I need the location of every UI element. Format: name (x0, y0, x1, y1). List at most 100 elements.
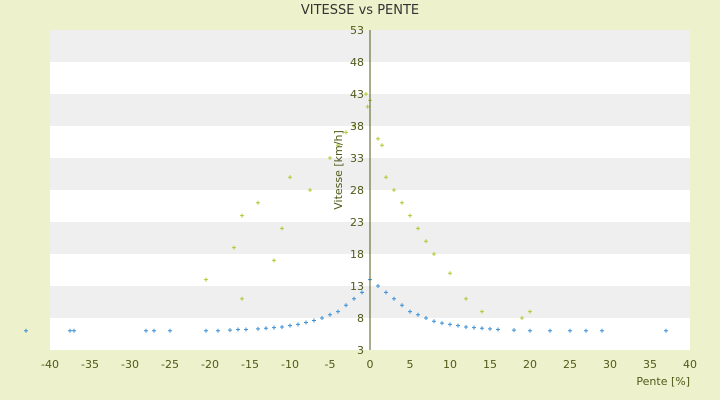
data-point-secondary (272, 258, 276, 263)
data-point-secondary (288, 175, 292, 180)
data-point-primary (24, 328, 28, 333)
data-point-primary (228, 328, 232, 333)
data-point-secondary (376, 136, 380, 141)
data-point-primary (416, 312, 420, 317)
y-axis-title: Vitesse [km/h] (332, 130, 345, 210)
x-tick-label: 25 (563, 358, 577, 371)
y-tick-label: 53 (350, 24, 364, 37)
data-point-secondary (232, 245, 236, 250)
data-point-primary (424, 316, 428, 320)
data-point-secondary (240, 296, 244, 301)
data-point-primary (244, 327, 248, 332)
data-point-secondary (416, 226, 420, 231)
data-point-primary (272, 325, 276, 330)
data-point-primary (296, 322, 300, 327)
data-point-secondary (464, 296, 468, 301)
data-point-primary (480, 326, 484, 331)
x-tick-label: 40 (683, 358, 697, 371)
data-point-primary (440, 321, 444, 326)
data-point-secondary (280, 226, 284, 231)
x-tick-label: -40 (41, 358, 59, 371)
y-tick-label: 18 (350, 248, 364, 261)
data-point-primary (264, 326, 268, 331)
data-point-primary (168, 328, 172, 333)
data-point-primary (360, 290, 364, 295)
data-point-primary (384, 290, 388, 295)
data-point-primary (236, 327, 240, 332)
y-tick-label: 13 (350, 280, 364, 293)
data-point-primary (328, 312, 332, 317)
data-point-primary (344, 303, 348, 308)
data-point-primary (256, 326, 260, 331)
y-tick-label: 3 (357, 344, 364, 357)
data-point-secondary (364, 92, 368, 96)
data-point-secondary (256, 200, 260, 205)
data-point-secondary (352, 124, 356, 128)
data-point-primary (336, 309, 340, 314)
x-tick-label: 10 (443, 358, 457, 371)
data-point-primary (304, 320, 308, 325)
chart-title: VITESSE vs PENTE (300, 3, 420, 18)
data-point-primary (72, 328, 76, 333)
data-point-primary (496, 327, 500, 332)
data-point-primary (568, 328, 572, 333)
data-point-primary (408, 309, 412, 314)
x-tick-label: -5 (325, 358, 336, 371)
data-point-primary (464, 324, 468, 329)
data-point-secondary (204, 277, 208, 282)
y-tick-label: 43 (350, 88, 364, 101)
data-point-secondary (328, 156, 332, 160)
data-point-primary (216, 328, 220, 333)
data-point-secondary (384, 175, 388, 180)
data-point-secondary (480, 309, 484, 314)
data-point-primary (400, 303, 404, 308)
x-tick-label: 35 (643, 358, 657, 371)
x-tick-label: 20 (523, 358, 537, 371)
data-point-secondary (344, 130, 348, 135)
data-point-primary (600, 328, 604, 333)
data-point-primary (280, 324, 284, 329)
x-tick-label: -30 (121, 358, 139, 371)
x-tick-label: 30 (603, 358, 617, 371)
data-point-primary (488, 326, 492, 331)
data-point-primary (432, 319, 436, 324)
x-tick-label: -10 (281, 358, 299, 371)
x-tick-label: -20 (201, 358, 219, 371)
data-point-secondary (336, 143, 340, 148)
data-point-primary (456, 323, 460, 328)
data-point-secondary (240, 213, 244, 218)
data-point-primary (68, 328, 72, 333)
data-point-secondary (365, 104, 370, 109)
data-points (24, 92, 668, 333)
data-point-secondary (392, 188, 396, 192)
x-tick-label: -25 (161, 358, 179, 371)
data-point-primary (204, 328, 208, 333)
data-point-primary (144, 328, 148, 333)
data-point-primary (448, 322, 452, 327)
x-tick-labels: -40 -35 -30 -25 -20 -15 -10 -5 0 5 10 15 20 25 30 35 40 (41, 358, 697, 371)
data-point-secondary (528, 309, 532, 314)
data-point-secondary (408, 213, 412, 218)
data-point-secondary (424, 239, 428, 244)
x-axis-title: Pente [%] (636, 375, 690, 388)
x-tick-label: -35 (81, 358, 99, 371)
data-point-primary (320, 316, 324, 320)
x-tick-label: 5 (407, 358, 414, 371)
data-point-primary (312, 318, 316, 323)
x-tick-label: 0 (367, 358, 374, 371)
data-point-primary (472, 325, 476, 330)
data-point-primary (392, 296, 396, 301)
y-tick-label: 28 (350, 184, 364, 197)
y-tick-label: 8 (357, 312, 364, 325)
y-tick-label: 23 (350, 216, 364, 229)
x-tick-label: -15 (241, 358, 259, 371)
data-point-secondary (380, 143, 384, 148)
y-tick-label: 38 (350, 120, 364, 133)
data-point-primary (352, 296, 356, 301)
data-point-primary (528, 328, 532, 333)
data-point-secondary (432, 252, 436, 256)
y-tick-label: 48 (350, 56, 364, 69)
data-point-secondary (448, 271, 452, 276)
